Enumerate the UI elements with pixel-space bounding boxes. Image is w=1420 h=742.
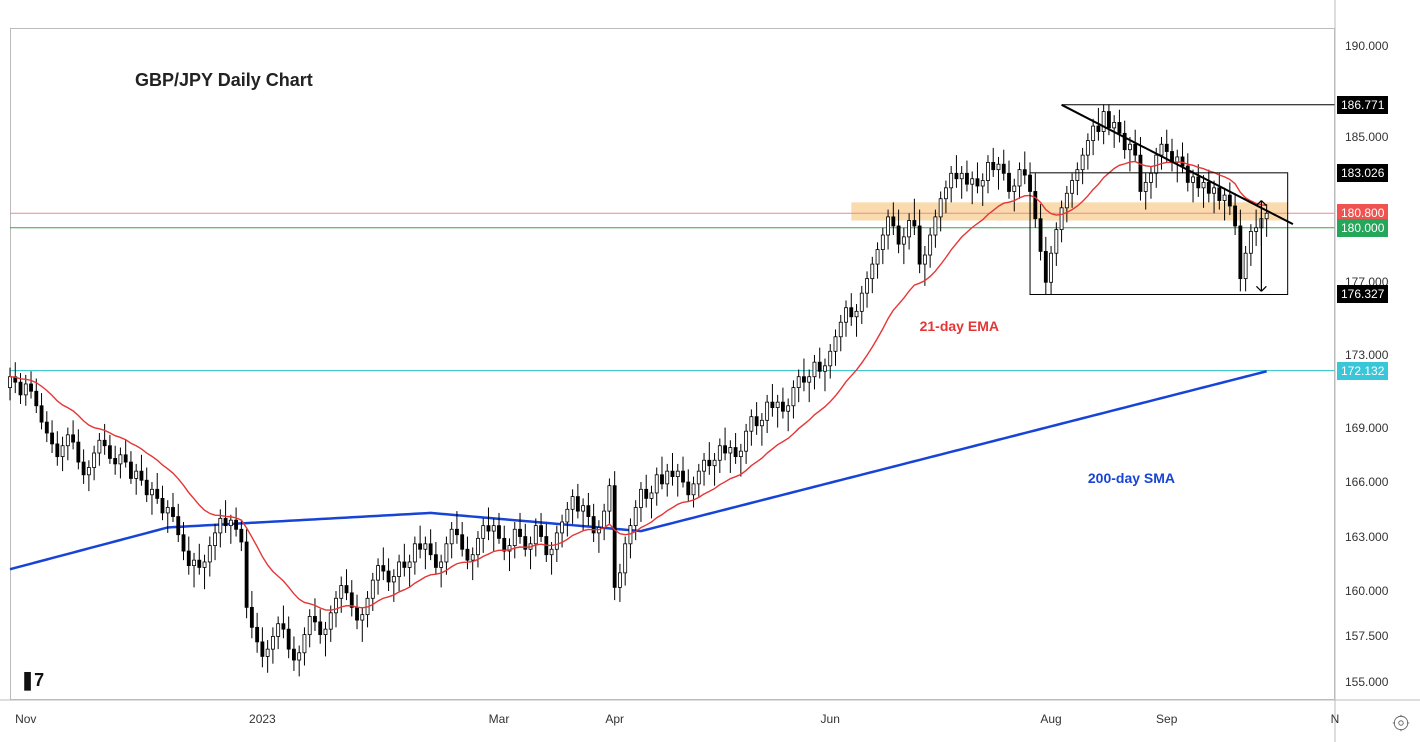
price-badge: 176.327 [1337, 285, 1388, 303]
price-badge: 183.026 [1337, 164, 1388, 182]
y-axis-tick: 166.000 [1345, 475, 1388, 489]
x-axis-tick: N [1331, 712, 1340, 726]
y-axis-tick: 169.000 [1345, 421, 1388, 435]
x-axis-tick: Aug [1040, 712, 1061, 726]
x-axis-tick: 2023 [249, 712, 276, 726]
price-badge: 172.132 [1337, 362, 1388, 380]
price-badge: 180.000 [1337, 219, 1388, 237]
platform-logo: ❚7 [20, 670, 43, 691]
y-axis-tick: 190.000 [1345, 39, 1388, 53]
y-axis-tick: 157.500 [1345, 629, 1388, 643]
settings-gear-icon[interactable] [1392, 714, 1410, 737]
y-axis-tick: 155.000 [1345, 675, 1388, 689]
chart-annotation: 21-day EMA [920, 318, 999, 334]
y-axis-tick: 160.000 [1345, 584, 1388, 598]
x-axis-tick: Sep [1156, 712, 1177, 726]
chart-root: ❚7 190.000185.000177.000173.000169.00016… [0, 0, 1420, 742]
chart-title: GBP/JPY Daily Chart [135, 70, 313, 91]
x-axis-tick: Apr [605, 712, 624, 726]
y-axis-tick: 163.000 [1345, 530, 1388, 544]
x-axis-tick: Nov [15, 712, 36, 726]
plot-area[interactable] [10, 28, 1335, 700]
price-badge: 186.771 [1337, 96, 1388, 114]
chart-annotation: 200-day SMA [1088, 470, 1175, 486]
x-axis-tick: Jun [821, 712, 840, 726]
x-axis-tick: Mar [489, 712, 510, 726]
y-axis-tick: 185.000 [1345, 130, 1388, 144]
y-axis-tick: 173.000 [1345, 348, 1388, 362]
